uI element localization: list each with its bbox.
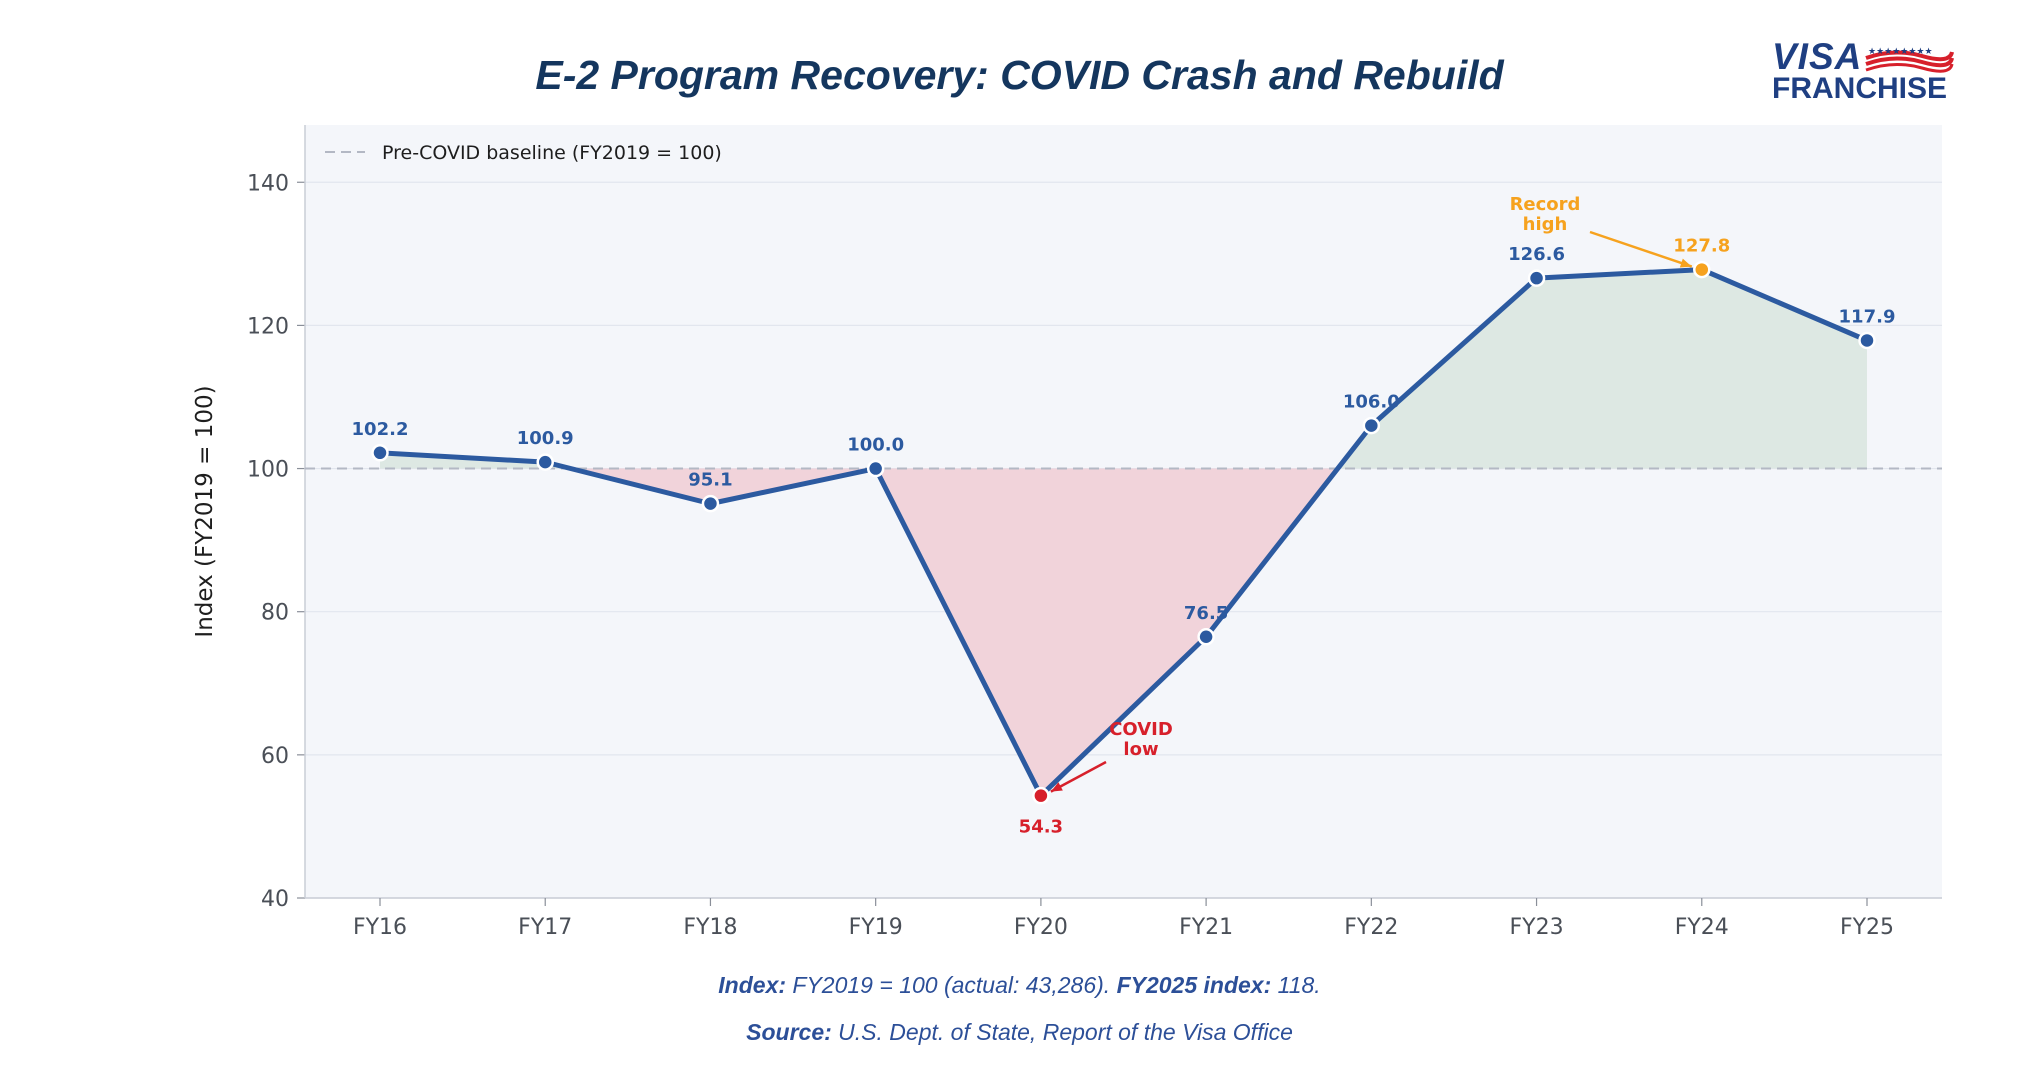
svg-text:★★★★★★★★: ★★★★★★★★ [1868,47,1933,57]
footnote-index-label: Index: [718,972,787,998]
flag-icon: ★★★★★★★★ [1865,47,1954,73]
chart-title: E-2 Program Recovery: COVID Crash and Re… [535,52,1504,98]
x-tick-label: FY23 [1510,915,1564,940]
data-point [1858,331,1876,350]
data-label: 126.6 [1508,244,1565,265]
annotation-text: low [1123,739,1158,760]
annotation-text: high [1523,214,1568,235]
x-tick-label: FY18 [683,915,737,940]
y-axis-label: Index (FY2019 = 100) [192,385,218,637]
annotation-text: COVID [1109,719,1173,740]
x-tick-label: FY17 [518,915,572,940]
data-label: 102.2 [352,419,409,440]
annotation-text: Record [1510,194,1581,215]
data-label: 127.8 [1673,236,1730,257]
above-baseline-fill [380,269,1867,469]
footnote-index-text: FY2019 = 100 (actual: 43,286). [786,972,1117,998]
data-point [866,459,885,478]
y-tick-label: 40 [261,887,289,912]
data-point [1693,260,1711,279]
footnote-index-label2: FY2025 index: [1116,972,1272,998]
logo-franchise-text: FRANCHISE [1772,72,1948,105]
y-tick-label: 140 [247,171,289,196]
annotation-arrow [1589,230,1693,268]
data-label: 76.5 [1184,603,1228,624]
legend-label: Pre-COVID baseline (FY2019 = 100) [382,142,722,164]
x-tick-label: FY21 [1179,915,1233,940]
data-label: 117.9 [1839,306,1896,327]
x-tick-label: FY19 [849,915,903,940]
data-label: 106.0 [1343,392,1400,413]
x-tick-label: FY22 [1344,915,1398,940]
data-point [1032,786,1050,805]
data-point [371,444,389,462]
y-tick-label: 60 [261,744,289,769]
brand-logo: ★★★★★★★★ VISA FRANCHISE [1772,36,1954,106]
y-tick-label: 100 [247,458,289,483]
footnote-source-label: Source: [746,1019,832,1045]
annotation-arrowhead [1050,782,1063,792]
data-point [1362,416,1381,435]
x-tick-label: FY20 [1014,915,1068,940]
y-tick-label: 80 [261,601,289,626]
footnote-index-text2: 118. [1271,972,1321,998]
data-point [701,494,720,513]
data-label: 54.3 [1019,817,1063,838]
annotation-arrowhead [1679,258,1692,268]
footnote-source: Source: U.S. Dept. of State, Report of t… [0,1019,2039,1046]
data-label: 100.9 [517,428,574,449]
series-line [379,267,1868,799]
data-point [536,453,554,471]
y-tick-label: 120 [247,314,289,339]
data-label: 100.0 [847,435,904,456]
footnote-source-text: U.S. Dept. of State, Report of the Visa … [831,1019,1293,1045]
data-label: 95.1 [688,470,732,491]
x-tick-label: FY16 [353,915,407,940]
data-point [1527,269,1546,287]
x-tick-label: FY25 [1840,915,1894,940]
data-point [1197,628,1215,646]
footnote-index: Index: FY2019 = 100 (actual: 43,286). FY… [0,972,2039,999]
below-baseline-fill [380,468,1867,796]
x-tick-label: FY24 [1675,915,1729,940]
logo-visa-text: VISA [1772,36,1863,77]
